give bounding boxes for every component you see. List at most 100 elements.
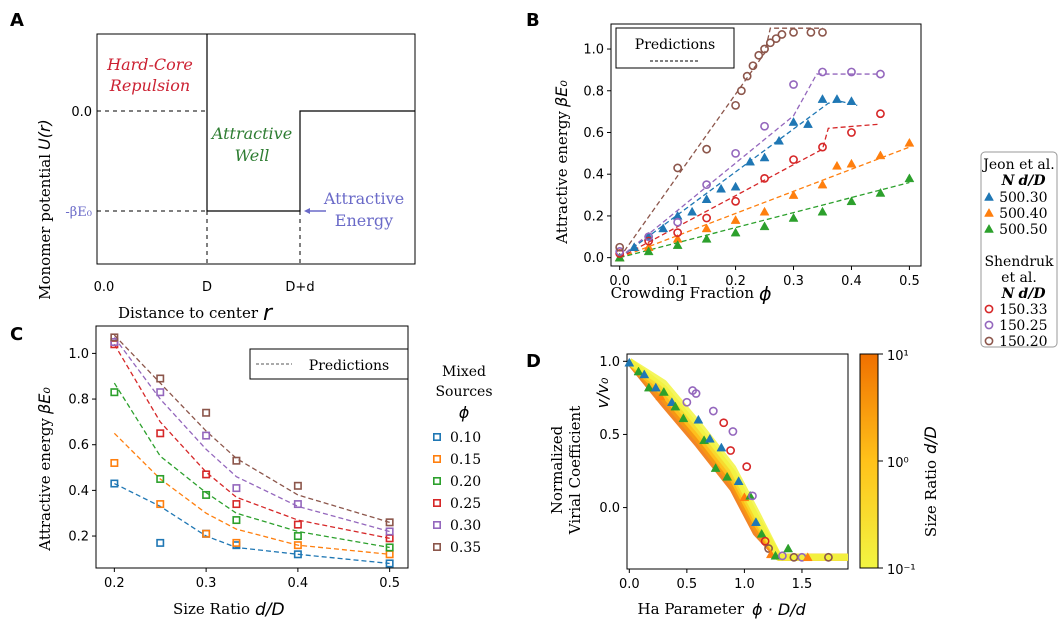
- shared-legend: Jeon et al. N d/D Shendruk et al. N d/D …: [980, 151, 1058, 350]
- panel-letter-a: A: [10, 10, 24, 31]
- energy-label-2: Energy: [335, 211, 393, 230]
- b-data-point: [760, 173, 769, 183]
- d-data-point: [655, 391, 666, 401]
- b-data-point: [730, 181, 741, 191]
- d-data-point: [728, 427, 738, 436]
- b-prediction-line: [619, 181, 910, 259]
- b-data-point: [789, 80, 798, 89]
- b-data-point: [673, 217, 683, 227]
- potential-curve: [206, 34, 415, 212]
- b-data-point: [788, 213, 799, 222]
- d-data-point: [670, 401, 681, 411]
- legend-col-n-2: N: [1001, 286, 1016, 302]
- a-ylabel-symbol: U(r): [35, 119, 54, 150]
- colorbar: [859, 353, 879, 569]
- b-data-point: [759, 152, 770, 162]
- d-data-point: [658, 387, 669, 396]
- c-xtick-label: 0.4: [288, 576, 309, 591]
- legend-ratio-value: 0.20: [1016, 334, 1047, 350]
- legend-title-shendruk: Shendruk: [984, 254, 1054, 270]
- cb-label: Size Ratio: [922, 460, 940, 537]
- well-label-2: Well: [235, 146, 270, 165]
- b-data-point: [832, 94, 842, 103]
- d-data-point: [682, 397, 692, 407]
- b-xtick-label: 0.0: [609, 274, 630, 289]
- b-data-point: [876, 109, 885, 119]
- b-data-point: [702, 180, 712, 190]
- c-ytick-label: 0.2: [68, 530, 89, 545]
- b-data-point: [832, 160, 842, 170]
- c-legend-marker: [432, 476, 441, 485]
- d-data-point: [789, 552, 799, 562]
- b-data-point: [730, 215, 741, 224]
- c-data-point: [110, 388, 119, 397]
- b-data-point: [748, 61, 758, 71]
- hardcore-label-1: Hard-Core: [106, 55, 193, 74]
- c-data-point: [156, 500, 165, 509]
- b-data-point: [672, 210, 683, 220]
- c-legend-marker: [432, 454, 441, 463]
- b-data-point: [847, 128, 856, 137]
- b-data-point: [847, 67, 856, 77]
- d-data-point: [756, 528, 767, 538]
- d-data-point: [777, 551, 787, 561]
- a-xtick-dd: D+d: [285, 280, 314, 295]
- c-legend-value: 0.20: [450, 474, 481, 490]
- panel-a-frame: [96, 33, 416, 265]
- d-data-point: [742, 462, 752, 472]
- a-ytick-energy: -βE₀: [65, 205, 92, 220]
- b-data-point: [701, 223, 712, 233]
- panel-b-points: [614, 27, 915, 262]
- c-data-point: [110, 337, 119, 346]
- c-legend-marker: [432, 498, 441, 507]
- panel-c-chart: 0.2 0.3 0.4 0.50.20.40.60.81.0 Predictions …: [35, 325, 493, 620]
- b-data-point: [629, 242, 640, 251]
- legend-ratio-value: 0.33: [1016, 302, 1047, 318]
- b-xtick-label: 0.2: [725, 274, 746, 289]
- b-data-point: [701, 194, 712, 203]
- b-data-point: [701, 233, 712, 243]
- b-xtick-label: 0.3: [783, 274, 804, 289]
- legend-col-r-2: d/D: [1018, 286, 1046, 302]
- d-xlabel: Ha Parameter: [638, 600, 745, 618]
- c-data-point: [156, 374, 165, 383]
- b-data-point: [817, 94, 828, 103]
- panel-d-ticks: 0.0 0.5 1.0 1.5 0.0 0.5 1.0: [599, 355, 812, 592]
- panel-d-chart: 0.0 0.5 1.0 1.5 0.0 0.5 1.0 Ha Parameter ϕ · D…: [548, 349, 940, 619]
- c-xtick-label: 0.3: [196, 576, 217, 591]
- b-data-point: [789, 27, 798, 37]
- c-data-point: [293, 541, 302, 550]
- legend-n-value: 15: [999, 318, 1017, 334]
- b-data-point: [788, 190, 799, 199]
- c-legend-value: 0.10: [450, 430, 481, 446]
- b-ytick-label: 0.4: [583, 168, 604, 183]
- b-data-point: [745, 156, 755, 166]
- c-data-point: [232, 516, 241, 525]
- b-data-point: [736, 86, 746, 96]
- b-prediction-line: [619, 123, 881, 259]
- c-prediction-line: [113, 382, 390, 549]
- c-data-point: [293, 532, 302, 541]
- d-ylabel-1: Normalized: [548, 425, 566, 514]
- c-data-point: [202, 470, 211, 479]
- a-xlabel: Distance to center: [118, 304, 259, 322]
- panel-c-points: [110, 333, 394, 568]
- c-legend-title-1: Mixed: [442, 364, 486, 380]
- b-ytick-label: 0.6: [583, 126, 604, 141]
- c-legend-value: 0.35: [450, 540, 481, 556]
- b-ylabel-symbol: βE₀: [552, 80, 571, 108]
- d-data-point: [760, 536, 770, 546]
- b-data-point: [644, 236, 654, 246]
- d-ytick-label: 1.0: [599, 355, 620, 370]
- d-data-point: [722, 471, 733, 481]
- d-data-point: [716, 442, 727, 452]
- energy-arrow-head: [304, 208, 310, 214]
- d-data-point: [750, 517, 761, 526]
- d-data-point: [824, 552, 833, 562]
- b-data-point: [673, 163, 683, 173]
- b-data-point: [731, 100, 740, 110]
- d-data-point: [733, 476, 744, 485]
- b-data-point: [760, 44, 769, 54]
- b-data-point: [644, 232, 654, 242]
- c-legend-title-3: ϕ: [459, 403, 470, 422]
